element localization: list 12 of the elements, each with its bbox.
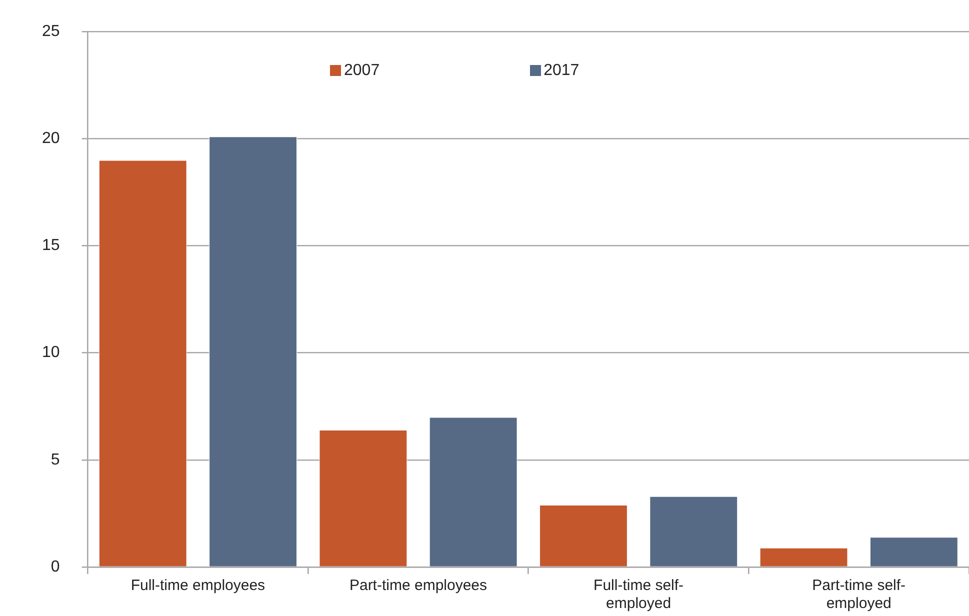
x-tick-label: Part-time employees: [349, 577, 488, 594]
y-tick-label: 15: [42, 237, 60, 254]
legend-label: 2017: [542, 62, 580, 80]
legend-label: 2007: [343, 62, 380, 80]
x-tick-label: Full-time self-employed: [594, 577, 684, 612]
y-tick-label: 5: [50, 451, 60, 468]
x-tick-label: Part-time self-employed: [812, 577, 906, 612]
y-tick-label: 25: [42, 23, 60, 40]
y-tick-label: 0: [50, 558, 60, 576]
y-tick-label: 10: [42, 344, 60, 362]
y-tick-label: 20: [42, 130, 60, 148]
x-tick-label: Full-time employees: [130, 577, 266, 594]
